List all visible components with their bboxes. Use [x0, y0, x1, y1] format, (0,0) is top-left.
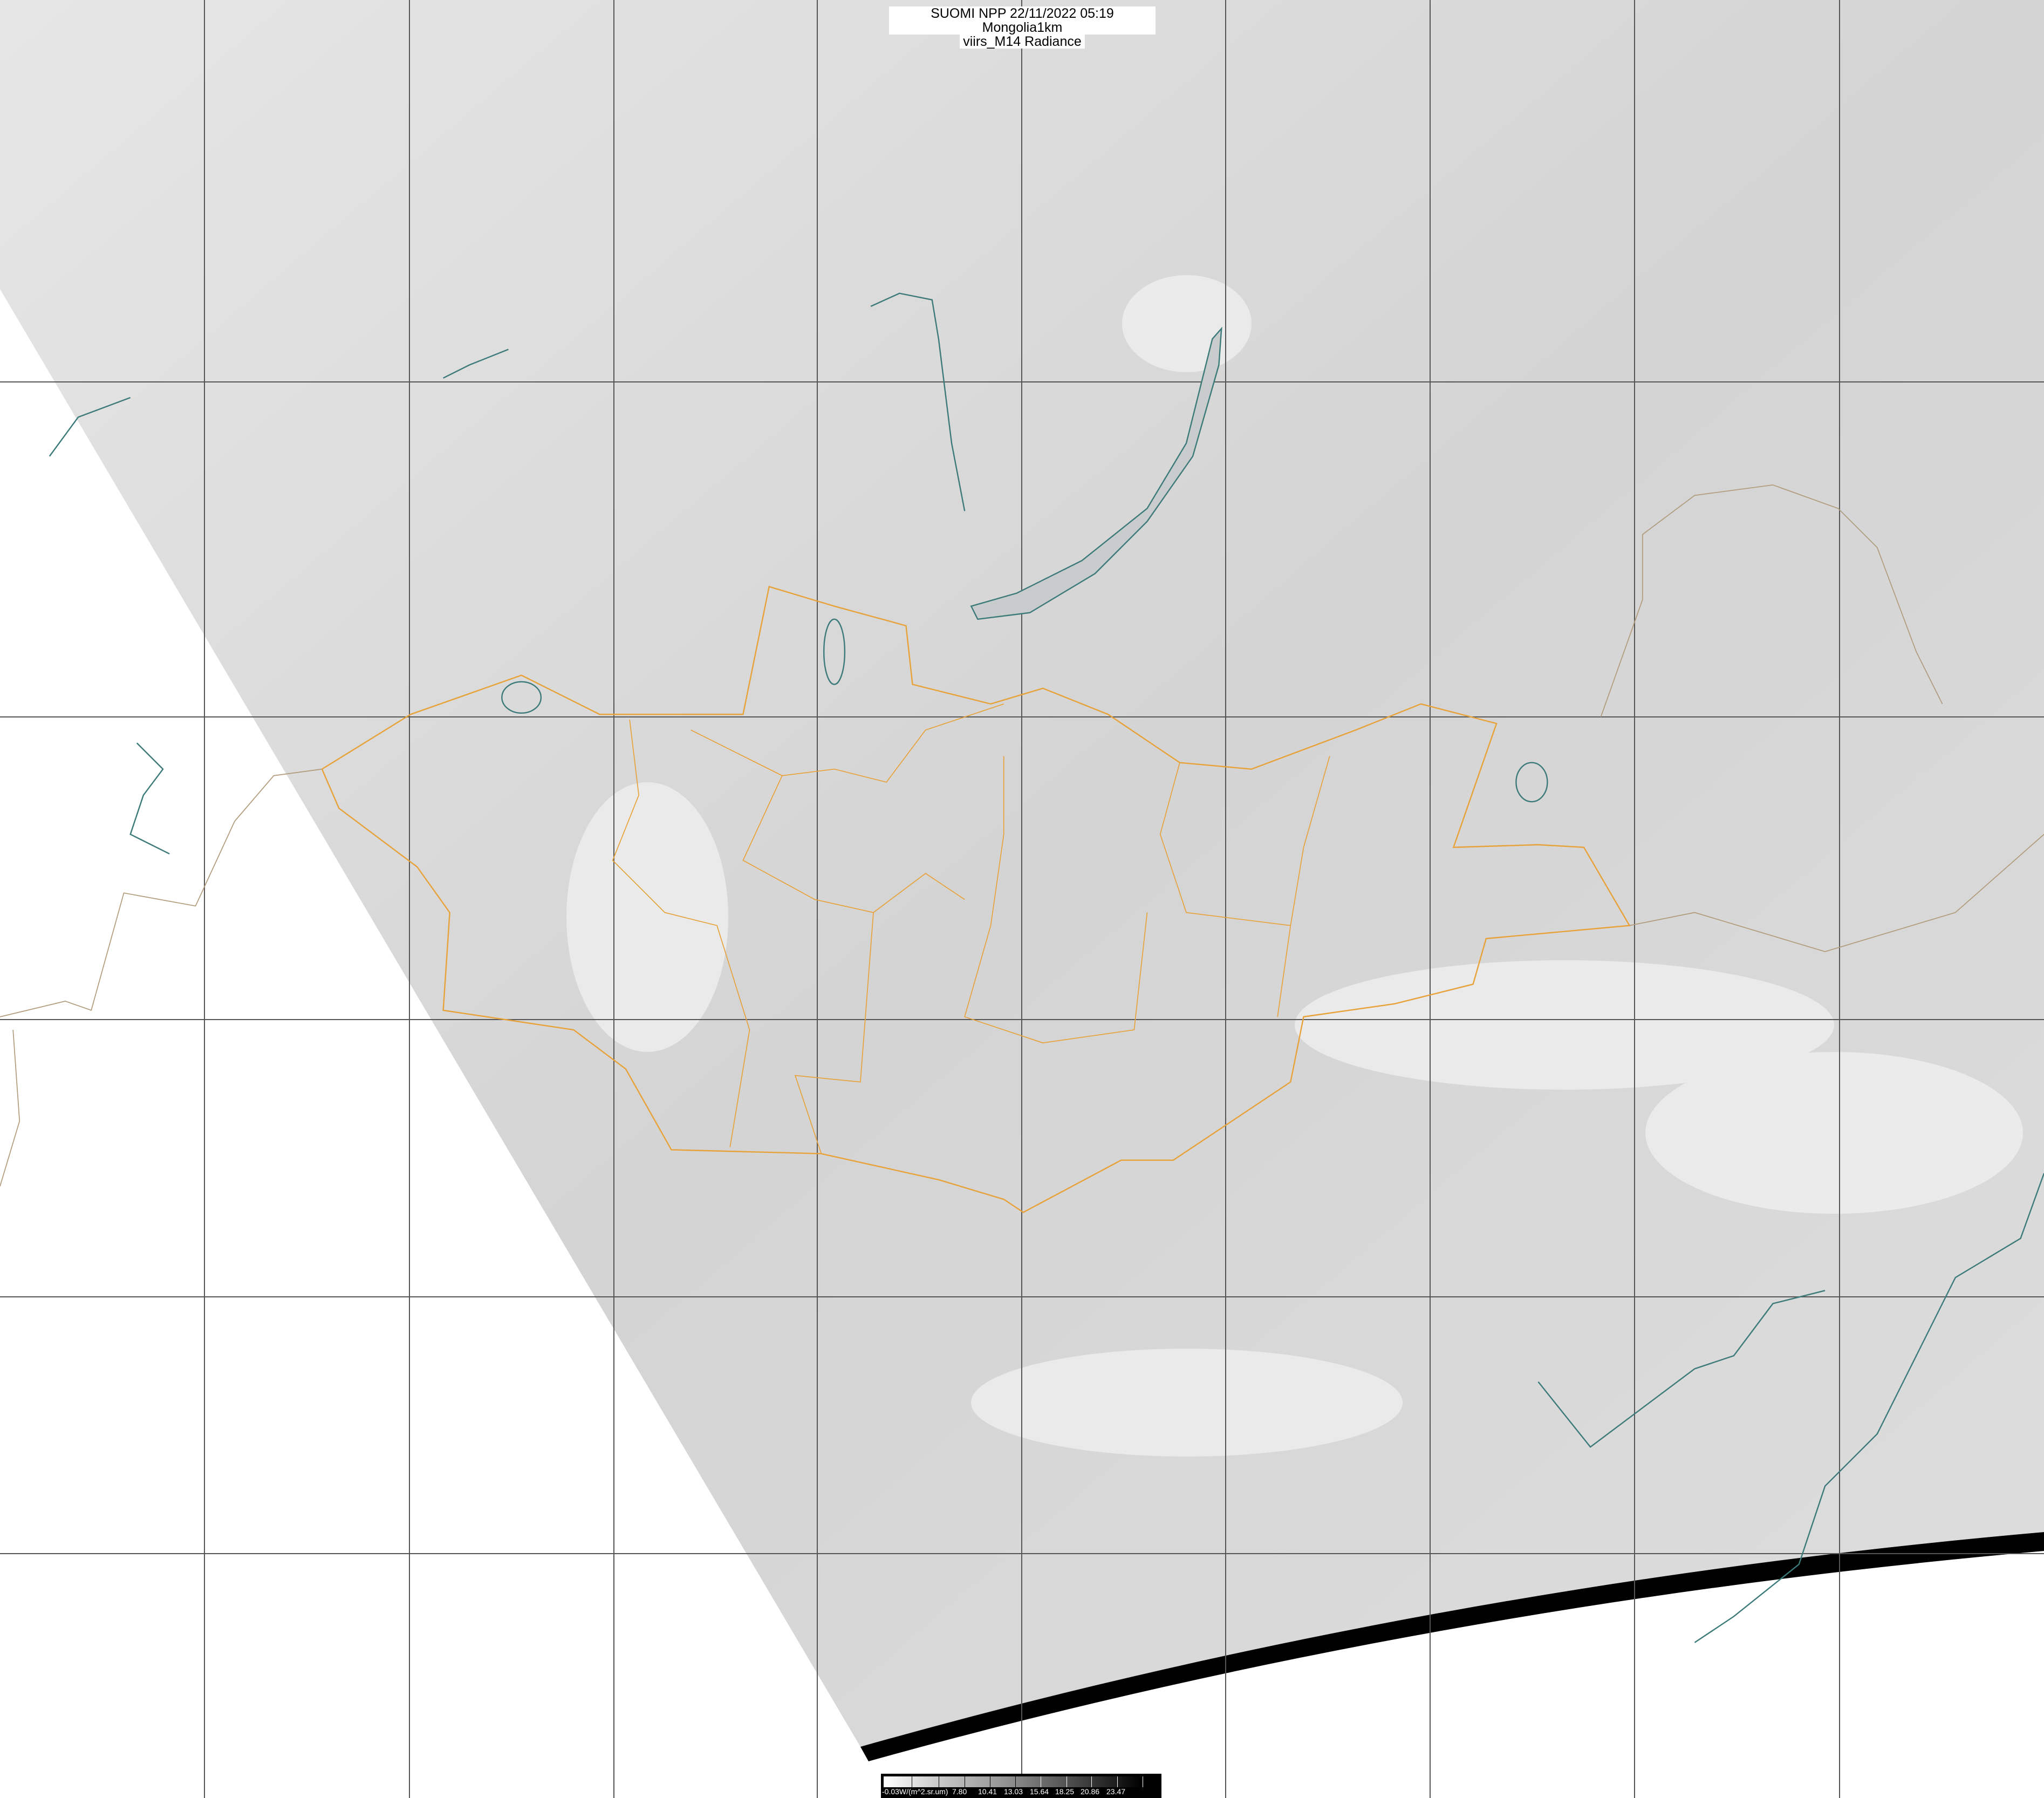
title-line-1: SUOMI NPP 22/11/2022 05:19 Mongolia1km [889, 6, 1156, 35]
colorbar-legend: -0.03W/(m^2.sr.um) 7.80 10.41 13.03 15.6… [881, 1774, 1161, 1798]
province-borders [612, 703, 1330, 1154]
colorbar-label: -0.03W/(m^2.sr.um) [882, 1787, 948, 1796]
colorbar-label: 23.47 [1106, 1787, 1126, 1796]
mongolia-border [321, 585, 1631, 1213]
colorbar-tick [1015, 1776, 1016, 1787]
title-line-2: viirs_M14 Radiance [960, 35, 1085, 49]
colorbar-tick [1117, 1776, 1118, 1787]
coastline [1537, 1173, 2044, 1643]
colorbar-label: 13.03 [1004, 1787, 1023, 1796]
colorbar-label: 20.86 [1081, 1787, 1100, 1796]
colorbar-gradient [884, 1776, 1141, 1787]
swath-edge-band [860, 1532, 2044, 1761]
image-title: SUOMI NPP 22/11/2022 05:19 Mongolia1km v… [889, 6, 1156, 49]
colorbar-label: 18.25 [1055, 1787, 1075, 1796]
colorbar-label: 10.41 [978, 1787, 997, 1796]
rivers-lakes [49, 292, 1548, 854]
lake-baikal [970, 326, 1222, 620]
country-borders [0, 484, 2044, 1187]
colorbar-label: 15.64 [1030, 1787, 1049, 1796]
colorbar-tick [1091, 1776, 1092, 1787]
colorbar-label: 7.80 [952, 1787, 967, 1796]
